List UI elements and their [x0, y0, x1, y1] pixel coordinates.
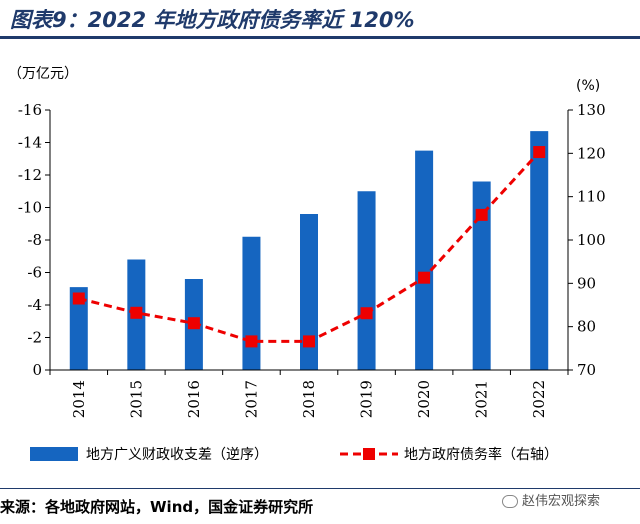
legend-bar-swatch: [30, 447, 78, 461]
bar: [357, 191, 376, 370]
chart: （万亿元） (%) 0 -2 -4 -6 -8 -10 -12 -14 -16 70 80 90 10…: [8, 66, 606, 463]
legend: 地方广义财政收支差（逆序） 地方政府债务率（右轴）: [30, 446, 558, 463]
x-tick-label: 2018: [300, 380, 318, 418]
line-point: [245, 335, 258, 348]
bar-series: [69, 131, 549, 370]
line-point: [418, 271, 431, 284]
right-tick-label: 100: [577, 231, 606, 249]
left-axis-unit: （万亿元）: [8, 66, 78, 82]
right-tick-label: 90: [577, 274, 596, 292]
left-tick-label: -4: [27, 296, 42, 314]
watermark: 赵伟宏观探索: [502, 490, 600, 509]
right-axis-unit: (%): [576, 78, 600, 94]
bar: [472, 181, 491, 370]
legend-bar-label: 地方广义财政收支差（逆序）: [86, 447, 268, 463]
source-rule: [0, 488, 640, 489]
line-point: [303, 335, 315, 348]
bar: [69, 287, 88, 370]
title-rule: [0, 36, 640, 39]
bar: [415, 150, 434, 370]
left-tick-label: -8: [27, 231, 42, 249]
right-tick-label: 70: [577, 361, 596, 379]
x-tick-label: 2021: [473, 380, 491, 418]
left-tick-label: -12: [18, 166, 42, 184]
legend-line-marker: [363, 448, 375, 460]
x-tick-label: 2016: [185, 380, 203, 418]
watermark-text: 赵伟宏观探索: [522, 494, 601, 509]
x-tick-label: 2020: [415, 380, 433, 418]
bar: [242, 236, 261, 370]
line-point: [360, 307, 373, 320]
line-point: [533, 146, 546, 159]
left-tick-label: -2: [27, 329, 42, 347]
left-tick-label: -6: [27, 264, 42, 282]
chart-title: 图表9：2022 年地方政府债务率近 120%: [10, 8, 415, 32]
line-point: [475, 208, 488, 221]
x-tick-label: 2019: [358, 380, 376, 418]
bar: [530, 131, 549, 370]
bar: [300, 214, 318, 370]
right-tick-label: 110: [577, 188, 606, 206]
source-note: 来源：各地政府网站，Wind，国金证券研究所: [0, 498, 314, 516]
left-tick-label: -14: [18, 134, 42, 152]
x-axis: 2014 2015 2016 2017 2018 2019 2020 2021 2022: [49, 369, 569, 418]
wechat-icon: [502, 495, 518, 508]
x-tick-label: 2022: [530, 380, 548, 418]
right-axis: 70 80 90 100 110 120 130: [567, 101, 606, 379]
left-tick-label: 0: [32, 361, 42, 379]
x-tick-label: 2017: [242, 380, 260, 418]
x-tick-label: 2015: [127, 380, 145, 418]
line-series: [72, 146, 546, 348]
x-tick-label: 2014: [70, 380, 88, 418]
right-tick-label: 80: [577, 318, 596, 336]
line-point: [187, 317, 200, 330]
right-tick-label: 120: [577, 144, 606, 162]
left-axis: 0 -2 -4 -6 -8 -10 -12 -14 -16: [18, 101, 51, 379]
right-tick-label: 130: [577, 101, 606, 119]
left-tick-label: -16: [18, 101, 42, 119]
legend-line-label: 地方政府债务率（右轴）: [404, 446, 558, 463]
left-tick-label: -10: [18, 199, 42, 217]
line-point: [130, 306, 143, 319]
line-point: [72, 292, 85, 305]
